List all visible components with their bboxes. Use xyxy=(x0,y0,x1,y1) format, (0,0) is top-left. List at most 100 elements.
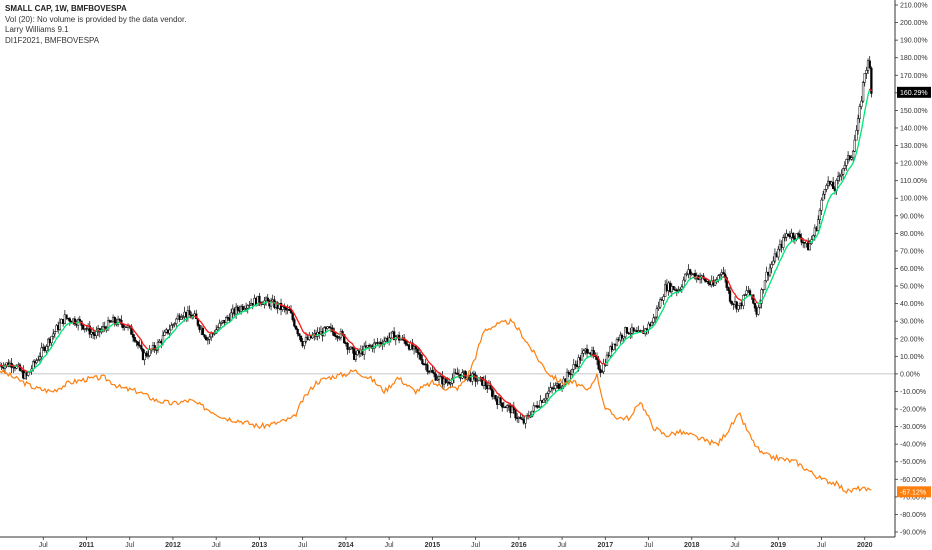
price-axis-tick-label: 170.00% xyxy=(900,73,928,80)
candle-body xyxy=(404,340,407,345)
moving-average-segment xyxy=(727,280,731,287)
compare-value-badge-box xyxy=(897,486,931,498)
candle-body xyxy=(50,336,53,344)
candle-body xyxy=(203,334,206,338)
moving-average-segment xyxy=(140,339,144,345)
candle-body xyxy=(725,277,728,288)
candle-body xyxy=(146,355,150,357)
candle-body xyxy=(683,273,687,281)
candle-body xyxy=(625,327,629,333)
candle-body xyxy=(248,304,251,307)
candle-body xyxy=(205,336,208,341)
candle-body xyxy=(65,314,68,319)
compare-value-badge: -67.12% xyxy=(897,486,931,498)
candle-body xyxy=(537,406,540,408)
moving-average-segment xyxy=(770,275,774,281)
candle-body xyxy=(241,306,244,310)
price-axis-tick-label: -20.00% xyxy=(900,407,926,414)
candle-body xyxy=(392,331,396,341)
candle-body xyxy=(180,316,183,320)
moving-average-segment xyxy=(820,216,824,224)
candle-body xyxy=(730,301,733,305)
candle-body xyxy=(201,327,205,336)
candle-body xyxy=(173,323,176,325)
price-axis-tick-label: -80.00% xyxy=(900,512,926,519)
last-price-badge: 160.29% xyxy=(897,86,931,98)
candle-body xyxy=(434,373,437,381)
time-axis-tick-label: 2012 xyxy=(165,542,181,549)
price-axis-tick-label: 80.00% xyxy=(900,231,924,238)
price-axis-tick-label: -40.00% xyxy=(900,442,926,449)
candle-body xyxy=(745,290,748,295)
candle-body xyxy=(293,319,296,327)
legend-compare-symbol[interactable]: DI1F2021, BMFBOVESPA xyxy=(5,35,100,45)
candle-body xyxy=(328,326,331,328)
candle-body xyxy=(81,325,85,330)
candle-body xyxy=(559,387,562,389)
candle-body xyxy=(27,372,30,376)
candle-body xyxy=(524,416,527,424)
candle-body xyxy=(632,327,635,332)
candle-body xyxy=(299,335,303,342)
legend-symbol-title[interactable]: SMALL CAP, 1W, BMFBOVESPA xyxy=(5,4,127,13)
candle-body xyxy=(757,307,760,315)
candle-body xyxy=(110,321,113,323)
time-axis[interactable]: Jul 2011 Jul 2012 Jul 2013 Jul 2014 Jul 2015 Jul 20… xyxy=(0,536,895,549)
candle-body xyxy=(817,219,820,231)
candle-body xyxy=(848,155,851,160)
candle-body xyxy=(416,348,419,353)
candle-body xyxy=(354,354,358,360)
candle-body xyxy=(225,317,228,324)
candle-body xyxy=(672,286,675,291)
moving-average-segment xyxy=(780,253,784,259)
candle-body xyxy=(650,322,654,327)
candle-body xyxy=(246,305,249,309)
candle-body xyxy=(544,397,547,401)
candle-body xyxy=(188,310,191,316)
price-axis-tick-label: -60.00% xyxy=(900,477,926,484)
time-axis-tick-label: Jul xyxy=(385,542,394,549)
moving-average-segment xyxy=(854,152,858,160)
time-axis-tick-label: 2011 xyxy=(79,542,94,549)
candle-body xyxy=(652,317,655,323)
candle-body xyxy=(471,373,474,382)
moving-average-segment xyxy=(845,169,849,175)
candle-body xyxy=(78,319,81,322)
candle-body xyxy=(181,316,185,318)
candle-body xyxy=(156,342,160,351)
candle-body xyxy=(444,378,447,384)
candle-body xyxy=(95,331,98,336)
candle-body xyxy=(348,348,351,350)
candle-body xyxy=(582,350,585,354)
right-price-axis[interactable]: 210.00%200.00%190.00%180.00%170.00%160.0… xyxy=(894,0,928,537)
candle-body xyxy=(853,139,856,152)
candle-body xyxy=(379,341,382,345)
candle-body xyxy=(218,323,221,328)
price-axis-tick-label: 210.00% xyxy=(900,3,928,10)
candle-body xyxy=(615,339,619,346)
candle-body xyxy=(655,308,659,318)
moving-average-segment xyxy=(855,145,859,154)
candle-body xyxy=(570,369,574,375)
candle-body xyxy=(855,130,858,141)
candle-body xyxy=(208,336,211,340)
candle-body xyxy=(494,395,497,400)
candle-body xyxy=(140,345,143,350)
candle-body xyxy=(843,165,846,169)
candle-body xyxy=(768,267,772,276)
candle-body xyxy=(437,376,441,380)
candle-body xyxy=(58,322,62,330)
candle-body xyxy=(770,264,773,269)
candle-body xyxy=(718,274,722,276)
legend-indicator[interactable]: Larry Williams 9.1 xyxy=(5,25,69,34)
candle-body xyxy=(654,316,657,319)
candle-body xyxy=(728,290,732,302)
candle-body xyxy=(351,346,354,350)
candle-body xyxy=(406,344,409,346)
candle-body xyxy=(143,352,146,360)
chart-legend: SMALL CAP, 1W, BMFBOVESPA Vol (20): No v… xyxy=(5,4,186,46)
candle-body xyxy=(713,281,717,286)
candle-body xyxy=(103,326,106,329)
candle-body xyxy=(562,378,565,387)
